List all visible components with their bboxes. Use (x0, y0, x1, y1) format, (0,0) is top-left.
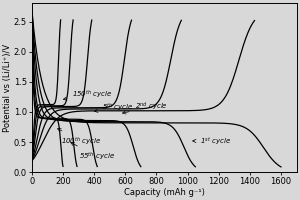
Text: 5$^{\mathit{th}}$ cycle: 5$^{\mathit{th}}$ cycle (94, 101, 134, 113)
Y-axis label: Potential vs (Li/Li⁺)/V: Potential vs (Li/Li⁺)/V (4, 44, 13, 132)
X-axis label: Capacity (mAh g⁻¹): Capacity (mAh g⁻¹) (124, 188, 205, 197)
Text: 1$^{\mathit{st}}$ cycle: 1$^{\mathit{st}}$ cycle (193, 135, 231, 147)
Text: 2$^{\mathit{nd}}$ cycle: 2$^{\mathit{nd}}$ cycle (122, 101, 168, 114)
Text: 150$^{\mathit{th}}$ cycle: 150$^{\mathit{th}}$ cycle (63, 88, 112, 100)
Text: 55$^{\mathit{th}}$ cycle: 55$^{\mathit{th}}$ cycle (71, 143, 115, 162)
Text: 100$^{\mathit{th}}$ cycle: 100$^{\mathit{th}}$ cycle (58, 129, 102, 147)
